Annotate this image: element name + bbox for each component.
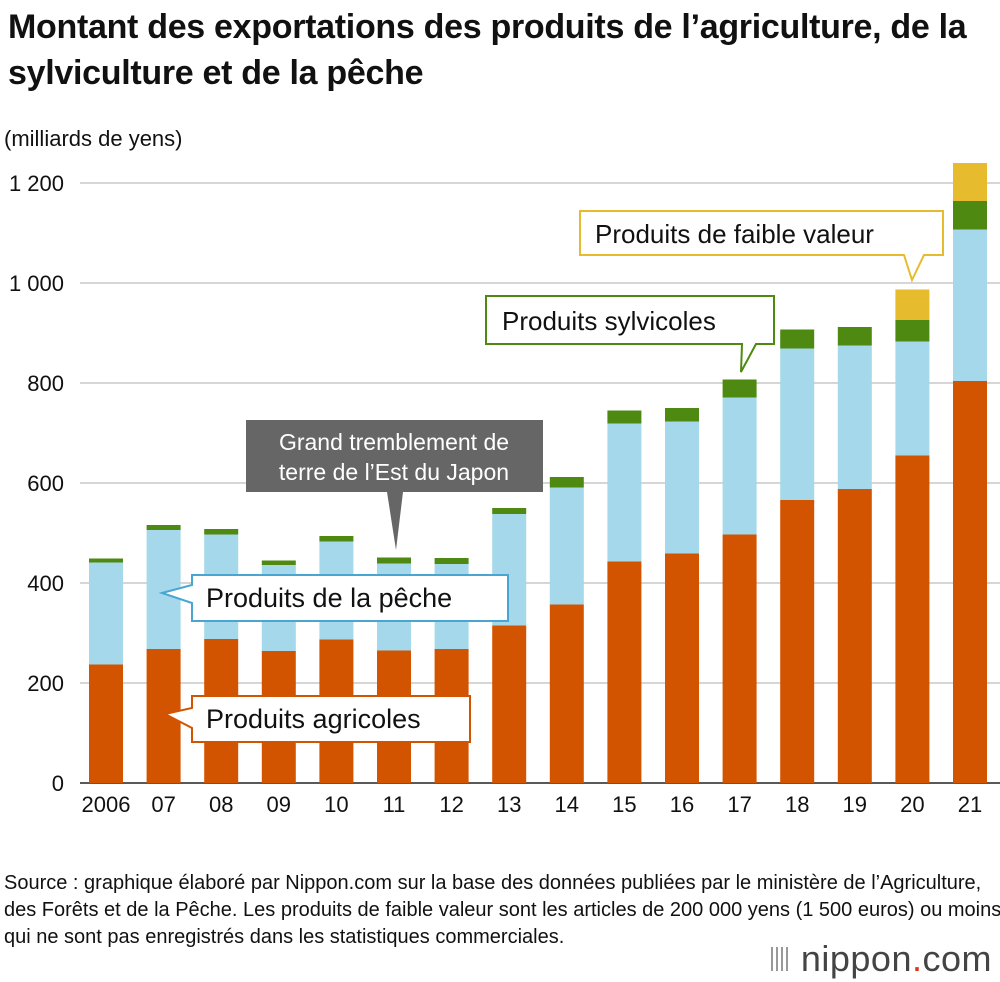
bar-produits-sylvicoles-21 bbox=[953, 201, 987, 230]
y-tick-label: 600 bbox=[27, 471, 64, 496]
source-note: Source : graphique élaboré par Nippon.co… bbox=[4, 872, 1000, 948]
callout-peche: Produits de la pêche bbox=[158, 574, 509, 622]
stacked-bar-chart: 0 200 400 600 800 1 000 1 200 2006 07 08 09 10 11 12… bbox=[9, 163, 1000, 817]
x-axis-tick-labels: 2006 07 08 09 10 11 12 13 14 15 16 17 18 19 20 21 bbox=[82, 792, 983, 817]
bar-produits-de-la-p-che-18 bbox=[780, 348, 815, 500]
y-axis-tick-labels: 0 200 400 600 800 1 000 1 200 bbox=[9, 171, 64, 796]
logo-mark-icon bbox=[770, 947, 791, 971]
x-tick-label: 12 bbox=[439, 792, 463, 817]
x-tick-label: 16 bbox=[670, 792, 694, 817]
bar-produits-sylvicoles-20 bbox=[895, 320, 930, 342]
bar-produits-agricoles-14 bbox=[549, 604, 584, 783]
bar-produits-agricoles-19 bbox=[837, 489, 872, 783]
bar-produits-sylvicoles-18 bbox=[780, 329, 815, 349]
callout-seisme-line1: Grand tremblement de bbox=[279, 429, 509, 455]
bar-produits-de-la-p-che-16 bbox=[665, 421, 699, 554]
callout-seisme-line2: terre de l’Est du Japon bbox=[279, 459, 509, 485]
bar-produits-agricoles-17 bbox=[722, 534, 757, 783]
bar-produits-sylvicoles-13 bbox=[492, 508, 527, 514]
bar-produits-sylvicoles-11 bbox=[377, 557, 411, 564]
y-tick-label: 200 bbox=[27, 671, 64, 696]
callout-faible-valeur: Produits de faible valeur bbox=[579, 210, 944, 283]
y-tick-label: 1 000 bbox=[9, 271, 64, 296]
y-axis-unit-label: (milliards de yens) bbox=[4, 126, 183, 151]
bar-produits-agricoles-2006 bbox=[89, 664, 123, 783]
x-tick-label: 21 bbox=[958, 792, 982, 817]
bar-produits-agricoles-16 bbox=[665, 553, 699, 783]
x-tick-label: 07 bbox=[151, 792, 175, 817]
bar-produits-agricoles-20 bbox=[895, 455, 930, 783]
callout-sylvicoles-label: Produits sylvicoles bbox=[502, 306, 716, 336]
bar-produits-de-la-p-che-19 bbox=[837, 345, 872, 489]
x-tick-label: 08 bbox=[209, 792, 233, 817]
bar-produits-sylvicoles-16 bbox=[665, 408, 699, 422]
x-tick-label: 17 bbox=[727, 792, 751, 817]
y-tick-label: 800 bbox=[27, 371, 64, 396]
x-tick-label: 14 bbox=[555, 792, 579, 817]
bar-produits-sylvicoles-08 bbox=[204, 529, 239, 535]
bar-produits-sylvicoles-10 bbox=[319, 536, 354, 542]
bar-produits-sylvicoles-2006 bbox=[89, 558, 123, 563]
bar-produits-de-faible-valeur-21 bbox=[953, 163, 987, 201]
x-tick-label: 11 bbox=[383, 792, 406, 817]
x-tick-label: 20 bbox=[900, 792, 924, 817]
bars bbox=[89, 163, 987, 783]
bar-produits-agricoles-21 bbox=[953, 381, 987, 783]
bar-produits-de-la-p-che-17 bbox=[722, 397, 757, 535]
bar-produits-sylvicoles-09 bbox=[261, 560, 296, 565]
x-tick-label: 19 bbox=[843, 792, 867, 817]
x-tick-label: 2006 bbox=[82, 792, 131, 817]
bar-produits-de-la-p-che-21 bbox=[953, 229, 987, 381]
bar-produits-de-faible-valeur-20 bbox=[895, 289, 930, 320]
bar-produits-sylvicoles-07 bbox=[146, 525, 181, 530]
callout-agricoles: Produits agricoles bbox=[162, 695, 471, 743]
chart-title: Montant des exportations des produits de… bbox=[8, 8, 967, 92]
callout-seisme: Grand tremblement de terre de l’Est du J… bbox=[246, 420, 543, 550]
x-tick-label: 13 bbox=[497, 792, 521, 817]
bar-produits-agricoles-15 bbox=[607, 561, 642, 783]
nippon-logo: nippon.com bbox=[770, 938, 992, 980]
bar-produits-sylvicoles-14 bbox=[549, 477, 584, 488]
bar-produits-de-la-p-che-15 bbox=[607, 423, 642, 562]
bar-produits-sylvicoles-19 bbox=[837, 327, 872, 346]
bar-produits-de-la-p-che-20 bbox=[895, 341, 930, 456]
bar-produits-sylvicoles-17 bbox=[722, 379, 757, 398]
x-tick-label: 10 bbox=[324, 792, 348, 817]
bar-produits-de-la-p-che-2006 bbox=[89, 562, 123, 665]
y-tick-label: 400 bbox=[27, 571, 64, 596]
callout-sylvicoles: Produits sylvicoles bbox=[485, 295, 775, 373]
brand-dot: . bbox=[911, 938, 923, 979]
x-tick-label: 15 bbox=[612, 792, 636, 817]
callout-faible-valeur-label: Produits de faible valeur bbox=[595, 219, 874, 249]
brand-suffix: com bbox=[922, 938, 992, 979]
x-tick-label: 09 bbox=[267, 792, 291, 817]
bar-produits-agricoles-18 bbox=[780, 500, 815, 783]
y-tick-label: 1 200 bbox=[9, 171, 64, 196]
bar-produits-sylvicoles-15 bbox=[607, 410, 642, 424]
x-tick-label: 18 bbox=[785, 792, 809, 817]
bar-produits-de-la-p-che-14 bbox=[549, 487, 584, 605]
callout-peche-label: Produits de la pêche bbox=[206, 583, 452, 613]
bar-produits-agricoles-13 bbox=[492, 625, 527, 783]
brand-name: nippon bbox=[800, 938, 912, 979]
callout-agricoles-label: Produits agricoles bbox=[206, 704, 421, 734]
y-tick-label: 0 bbox=[52, 771, 64, 796]
bar-produits-sylvicoles-12 bbox=[434, 558, 469, 564]
